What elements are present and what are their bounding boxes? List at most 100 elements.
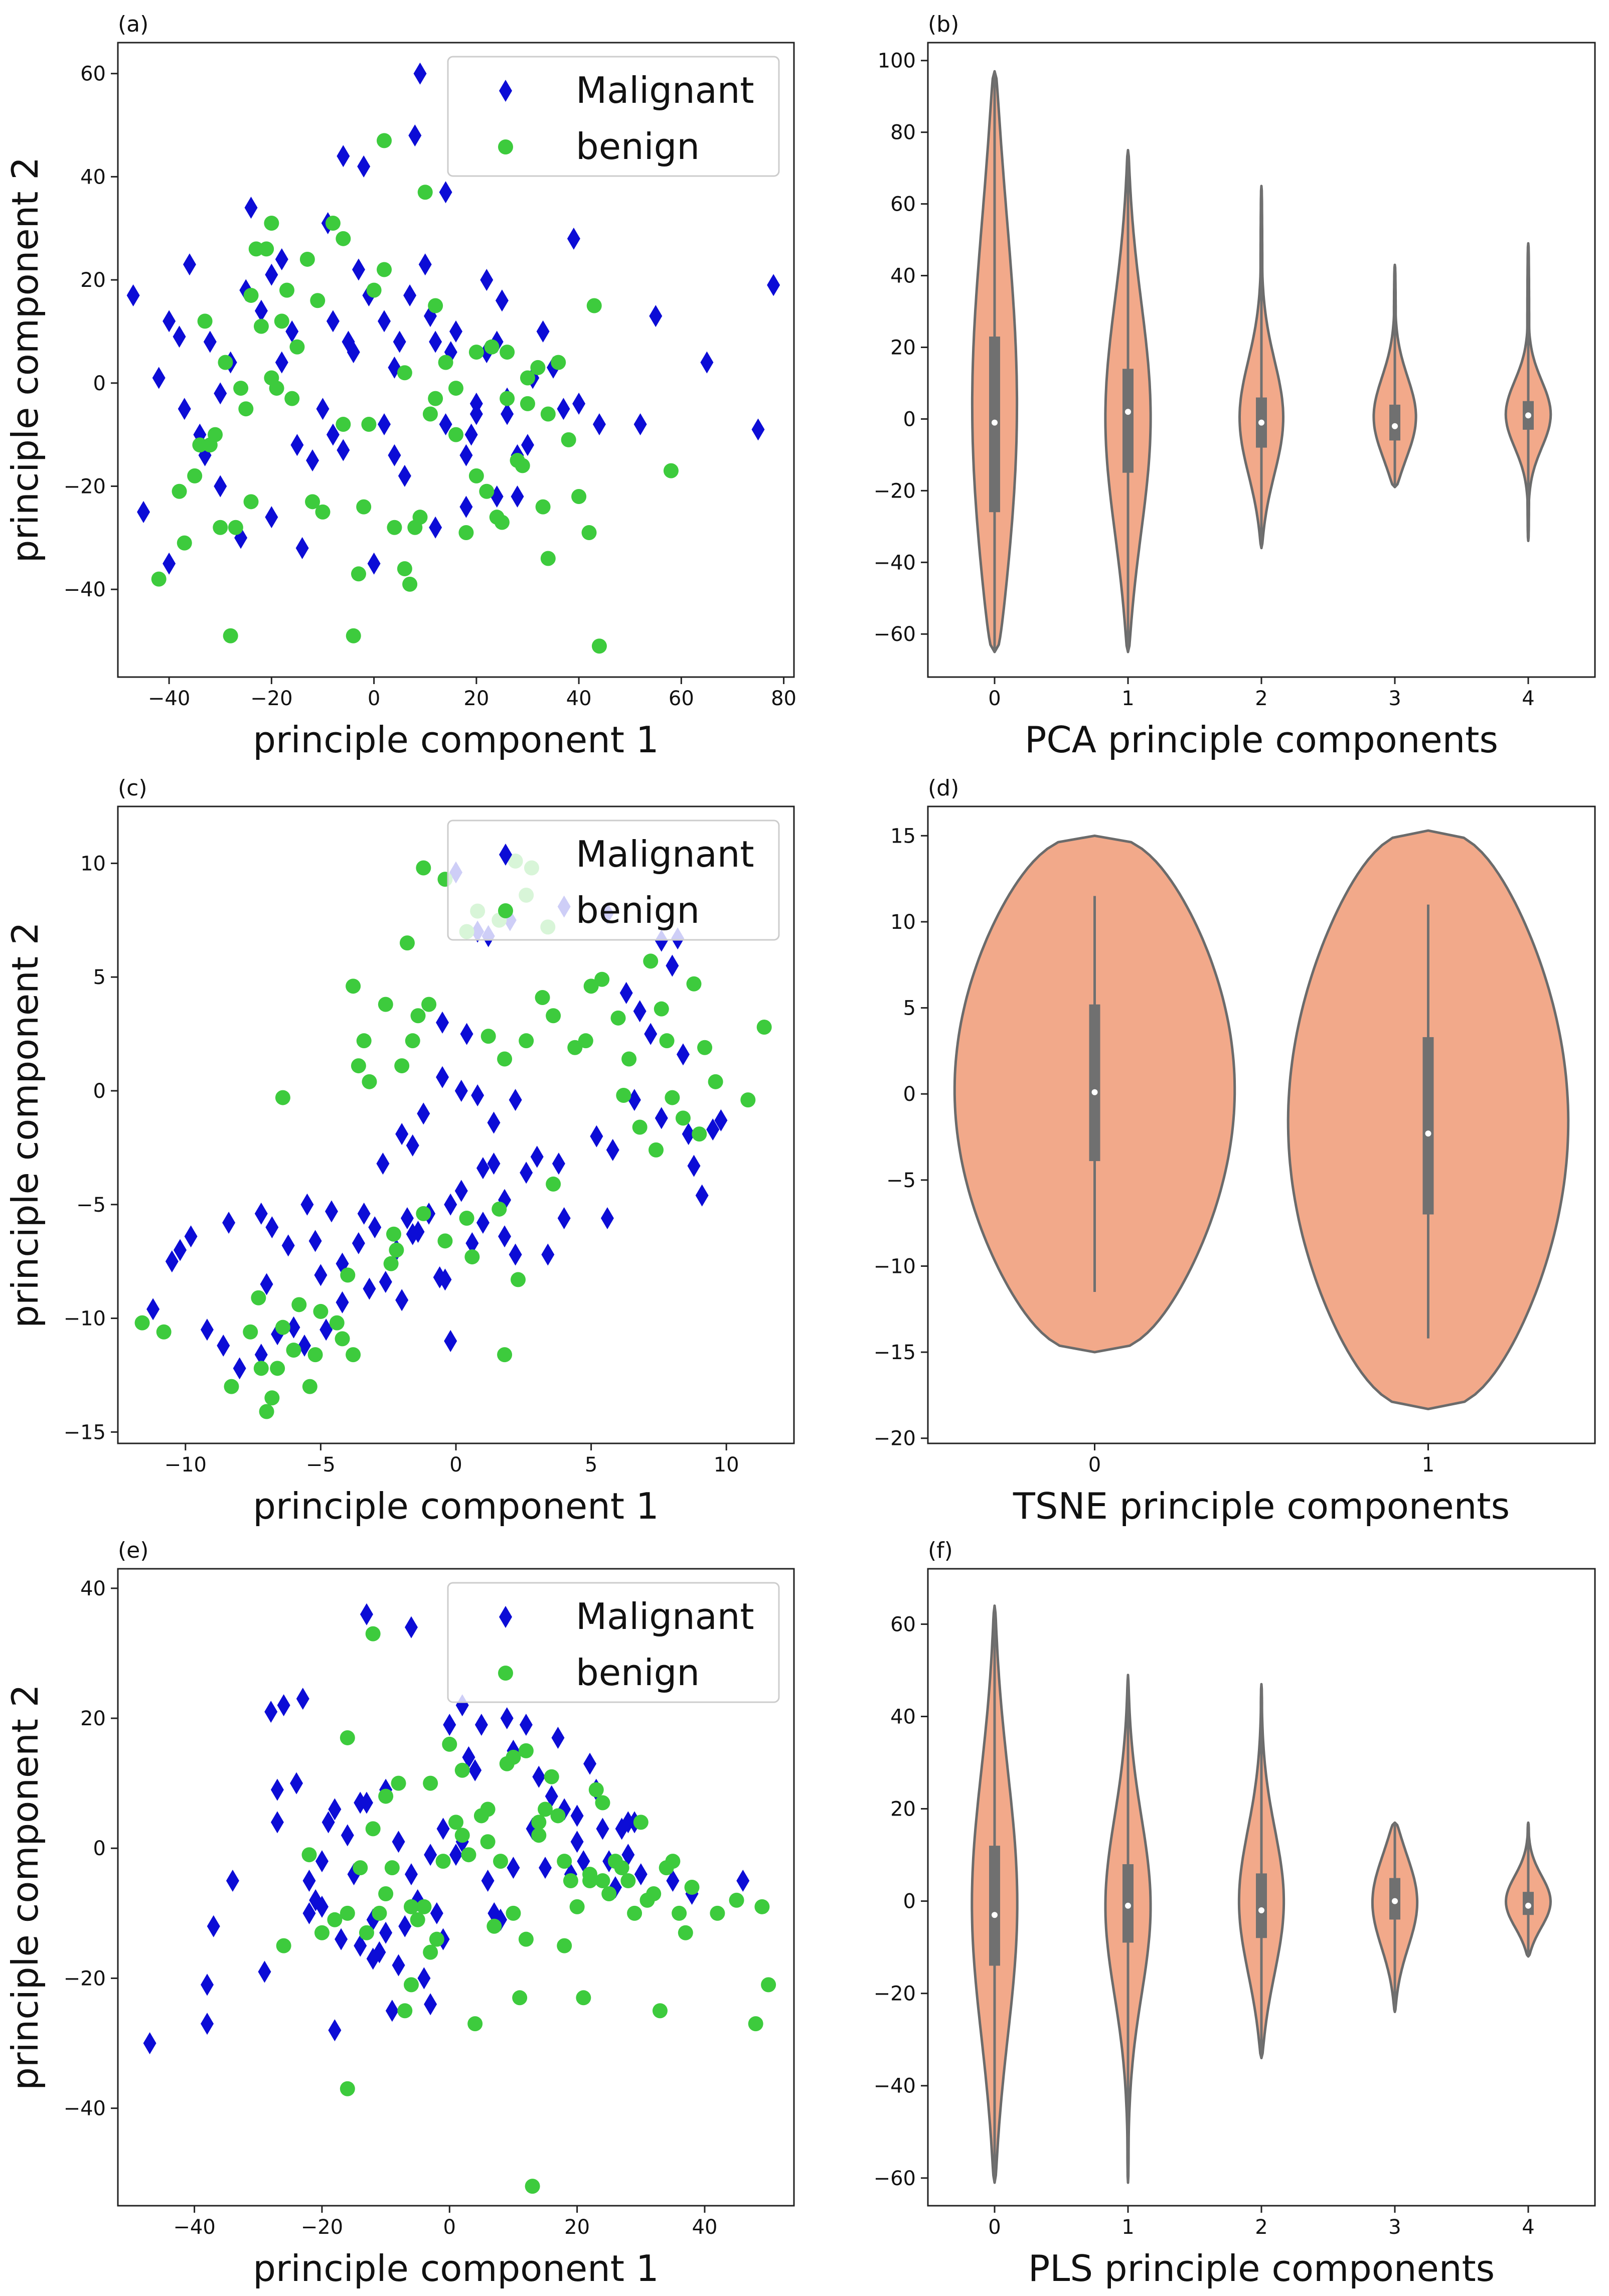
benign-point <box>421 997 437 1012</box>
malignant-point <box>682 1123 695 1145</box>
malignant-point <box>480 269 494 291</box>
violin-median <box>992 419 998 426</box>
benign-point <box>264 215 279 231</box>
benign-point <box>351 1058 366 1074</box>
malignant-point <box>706 1118 720 1141</box>
benign-point <box>346 628 361 643</box>
benign-point <box>616 1088 631 1103</box>
y-axis-label: principle component 2 <box>4 1684 46 2090</box>
y-tick-label: 10 <box>80 852 106 875</box>
benign-point <box>591 638 607 654</box>
malignant-point <box>439 181 452 204</box>
benign-point <box>264 370 279 386</box>
benign-point <box>275 1090 290 1105</box>
malignant-point <box>530 1145 544 1168</box>
malignant-point <box>454 1180 468 1202</box>
malignant-point <box>254 1202 268 1225</box>
malignant-point <box>337 145 350 168</box>
x-tick-label: 20 <box>463 687 489 710</box>
y-axis-label: principle component 2 <box>4 922 46 1328</box>
benign-point <box>515 458 530 473</box>
malignant-point <box>398 464 411 487</box>
benign-point <box>710 1905 725 1921</box>
benign-point <box>464 1249 480 1265</box>
malignant-point <box>395 1289 409 1311</box>
benign-point <box>754 1899 770 1914</box>
malignant-point <box>751 418 765 441</box>
malignant-point <box>424 1993 437 2016</box>
malignant-point <box>207 1915 220 1937</box>
benign-point <box>410 1008 426 1024</box>
benign-point <box>340 1267 356 1283</box>
benign-point <box>422 406 438 422</box>
malignant-point <box>354 1934 367 1957</box>
benign-point <box>340 2081 355 2096</box>
malignant-point <box>360 1791 373 1814</box>
malignant-point <box>459 444 473 466</box>
malignant-point <box>222 1212 236 1234</box>
malignant-point <box>462 1746 475 1768</box>
violin-median <box>1258 419 1264 426</box>
malignant-point <box>315 1850 329 1873</box>
malignant-point <box>146 1298 160 1321</box>
malignant-point <box>464 423 478 446</box>
y-tick-label: −40 <box>874 2075 916 2098</box>
benign-point <box>405 1033 420 1049</box>
benign-point <box>535 499 551 515</box>
x-tick-label: 4 <box>1522 2216 1534 2239</box>
malignant-point <box>174 1239 187 1261</box>
benign-point <box>377 262 392 277</box>
malignant-point <box>487 1153 501 1175</box>
benign-point <box>403 1977 419 1993</box>
y-tick-label: 0 <box>903 1083 916 1106</box>
malignant-point <box>300 1193 314 1216</box>
malignant-point <box>319 1319 333 1341</box>
benign-point <box>748 2016 763 2032</box>
y-tick-label: 0 <box>93 372 106 395</box>
violin-iqr-box <box>1389 404 1400 441</box>
benign-point <box>665 1090 680 1105</box>
malignant-point <box>404 1616 418 1638</box>
benign-point <box>621 1051 637 1067</box>
malignant-point <box>184 1225 198 1248</box>
malignant-point <box>379 1921 393 1944</box>
benign-point <box>500 345 515 360</box>
malignant-point <box>379 1270 392 1293</box>
y-tick-label: −10 <box>874 1255 916 1278</box>
malignant-point <box>296 1688 309 1710</box>
benign-point <box>665 1854 681 1869</box>
malignant-point <box>700 351 714 374</box>
malignant-point <box>275 351 288 374</box>
y-tick-label: −40 <box>64 578 106 601</box>
benign-point <box>448 427 463 442</box>
violin-median <box>1258 1907 1264 1914</box>
legend-benign-marker <box>498 139 513 154</box>
malignant-point <box>214 382 227 405</box>
benign-point <box>646 1886 662 1901</box>
x-tick-label: 1 <box>1422 1453 1434 1477</box>
malignant-point <box>621 1844 635 1866</box>
benign-point <box>454 1828 470 1843</box>
benign-point <box>594 971 610 987</box>
violin-2 <box>1237 1683 1285 2059</box>
violin-3 <box>1371 1821 1419 2013</box>
y-tick-label: 20 <box>890 1798 916 1821</box>
y-tick-label: −40 <box>874 551 916 574</box>
benign-point <box>291 1297 307 1313</box>
malignant-point <box>460 1023 473 1045</box>
malignant-point <box>449 320 462 343</box>
benign-point <box>654 1001 669 1017</box>
legend-malignant-marker <box>499 844 512 866</box>
malignant-point <box>541 1243 555 1266</box>
benign-point <box>708 1074 723 1089</box>
malignant-point <box>326 423 340 446</box>
benign-point <box>480 1801 496 1817</box>
benign-point <box>274 313 289 329</box>
malignant-point <box>244 197 258 219</box>
y-tick-label: −15 <box>64 1421 106 1444</box>
benign-point <box>251 1290 266 1305</box>
malignant-point <box>429 516 442 539</box>
benign-point <box>652 2003 668 2019</box>
y-axis-label: principle component 2 <box>4 157 46 563</box>
malignant-point <box>644 1023 658 1045</box>
